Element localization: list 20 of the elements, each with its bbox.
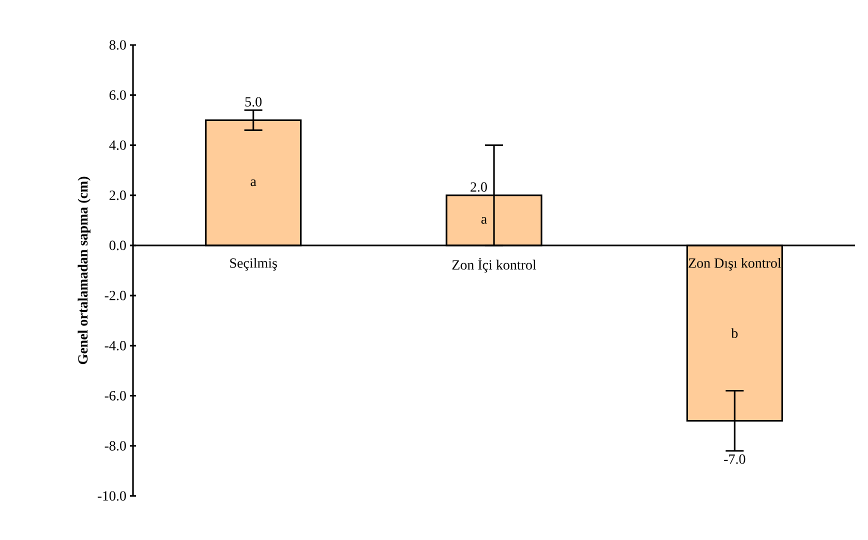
y-tick-label: 4.0	[109, 140, 126, 150]
y-tick-label: -2.0	[104, 290, 126, 300]
y-tick-label: 2.0	[110, 190, 126, 200]
y-tick-label: 0.0	[110, 240, 126, 250]
y-axis-title: Genel ortalamadan sapma (cm)	[78, 176, 90, 364]
y-tick-label: -6.0	[104, 391, 126, 401]
x-tick-label: Zon Dışı kontrol	[688, 258, 782, 271]
x-tick-label: Zon İçi kontrol	[452, 258, 536, 272]
y-tick-label: 8.0	[110, 40, 126, 50]
data-label: -7.0	[724, 454, 746, 464]
y-tick-label: -10.0	[98, 491, 126, 501]
y-tick-label: -4.0	[104, 340, 126, 350]
y-tick-label: -8.0	[104, 441, 126, 451]
annotation: a	[250, 179, 256, 186]
data-label: 5.0	[245, 97, 262, 107]
annotation: b	[731, 328, 738, 338]
annotation: a	[481, 217, 487, 224]
y-tick-label: 6.0	[110, 90, 126, 100]
x-tick-label: Seçilmiş	[230, 258, 277, 271]
data-label: 2.0	[470, 182, 487, 192]
